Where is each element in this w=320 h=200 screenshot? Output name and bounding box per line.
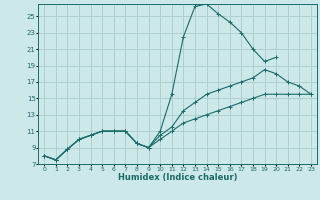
X-axis label: Humidex (Indice chaleur): Humidex (Indice chaleur) xyxy=(118,173,237,182)
